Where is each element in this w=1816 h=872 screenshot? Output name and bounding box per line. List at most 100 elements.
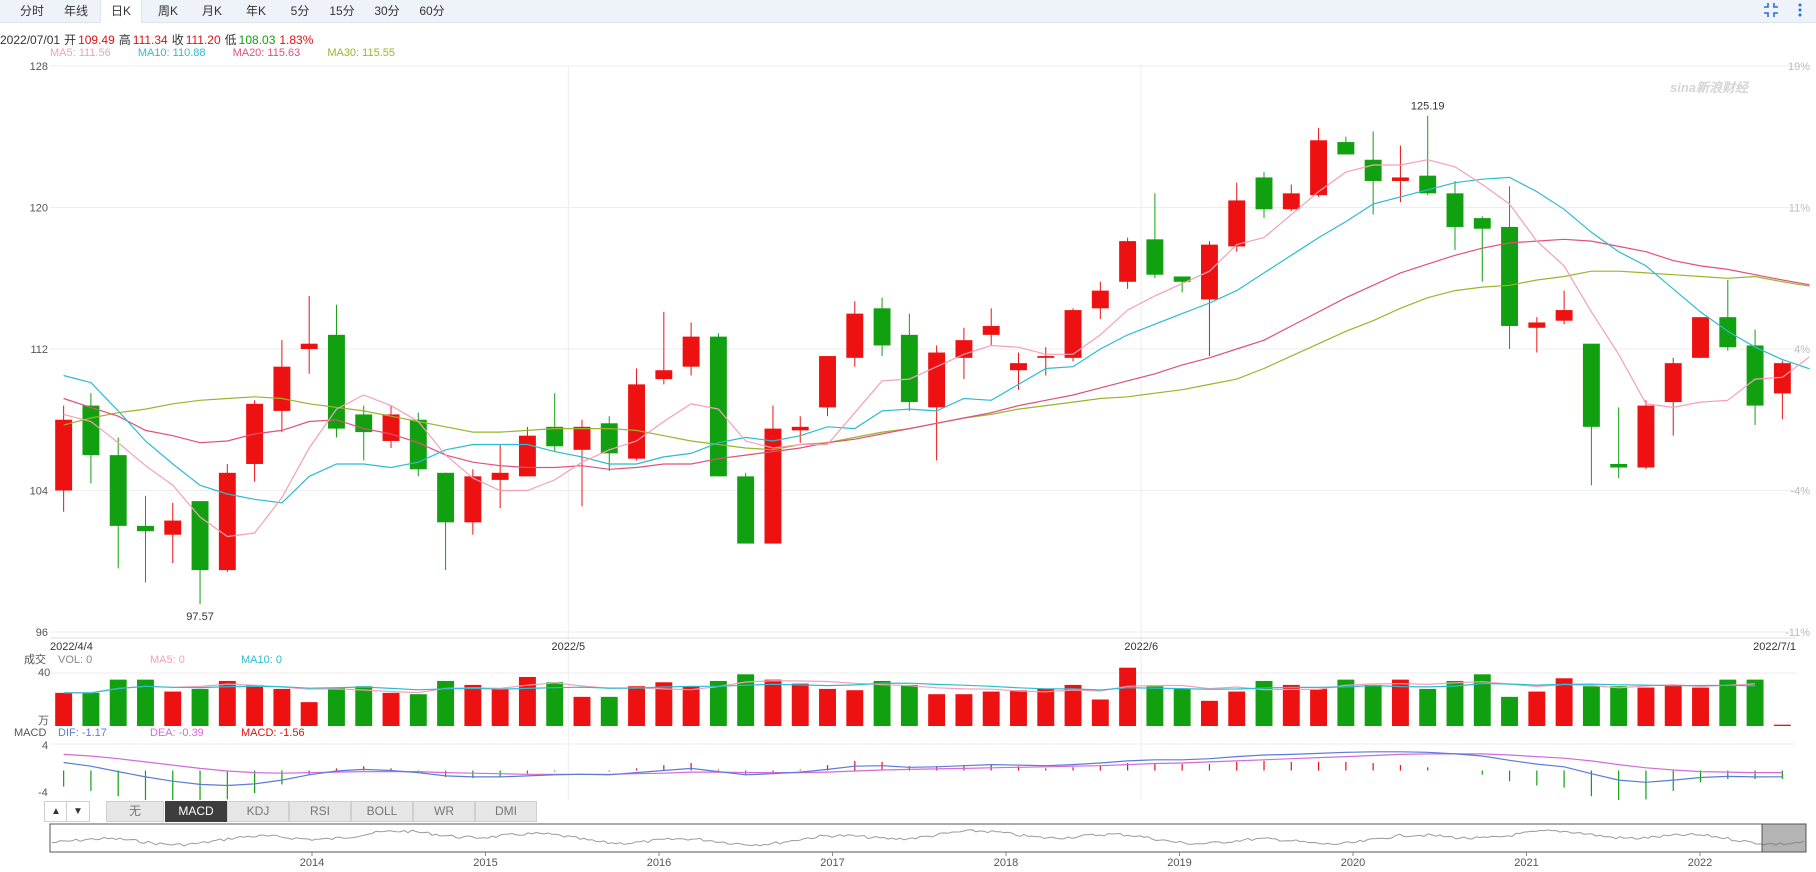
candle-body <box>1610 463 1628 468</box>
candle-body <box>1664 363 1682 403</box>
indicator-macd-button[interactable]: MACD <box>165 801 227 822</box>
vol-legend: VOL: 0 <box>58 654 92 666</box>
y-tick-label: 128 <box>30 61 48 73</box>
macd-legend: MACD: -1.56 <box>241 727 305 739</box>
volume-bar <box>327 687 345 726</box>
volume-bar <box>1337 679 1355 726</box>
volume-bar <box>218 680 236 726</box>
volume-bar <box>1719 679 1737 726</box>
candle-body <box>1473 218 1491 229</box>
volume-bar <box>1637 687 1655 726</box>
tab-5min[interactable]: 5分 <box>290 4 310 18</box>
candle-body <box>1391 177 1409 181</box>
volume-bar <box>764 679 782 726</box>
candle-body <box>819 356 836 408</box>
kline-chart[interactable]: sina新浪财经 128 19% 120 11% 112 4% 104 -4% 96 -11% 2… <box>0 0 1816 800</box>
volume-bar <box>1419 688 1437 726</box>
indicator-wr-button[interactable]: WR <box>413 801 475 822</box>
dea-line <box>63 753 1783 775</box>
tab-yearly-k[interactable]: 年K <box>245 4 266 18</box>
tab-fenshi[interactable]: 分时 <box>19 4 44 18</box>
close-label: 收 <box>171 33 184 47</box>
ma-legend: MA5: 111.56 MA10: 110.88 MA20: 115.63 MA… <box>50 47 399 59</box>
low-value: 108.03 <box>238 33 276 47</box>
candle-body <box>109 455 127 526</box>
tab-60min[interactable]: 60分 <box>419 4 445 18</box>
candle-body <box>1364 159 1382 181</box>
open-value: 109.49 <box>78 33 115 47</box>
candle-body <box>737 476 755 544</box>
navigator-year-label: 2018 <box>994 857 1018 869</box>
navigator-year-label: 2020 <box>1341 857 1365 869</box>
pct-tick-label: 11% <box>1789 203 1810 215</box>
volume-bar <box>82 692 100 726</box>
pct-tick-label: -11% <box>1785 627 1810 639</box>
candle-body <box>1282 193 1300 210</box>
volume-bar <box>191 688 209 726</box>
tab-30min[interactable]: 30分 <box>374 4 400 18</box>
volume-bar <box>928 694 946 726</box>
range-navigator[interactable]: 2014 2015 2016 2017 2018 2019 2020 2021 2022 <box>0 822 1816 872</box>
indicator-rsi-button[interactable]: RSI <box>289 801 351 822</box>
indicator-boll-button[interactable]: BOLL <box>351 801 413 822</box>
tab-daily-k[interactable]: 日K <box>100 0 142 23</box>
candle-body <box>1773 363 1791 394</box>
volume-bar <box>846 690 864 726</box>
navigator-year-label: 2016 <box>647 857 671 869</box>
volume-bar <box>1364 684 1382 726</box>
candle-body <box>628 384 646 459</box>
more-icon[interactable] <box>1797 2 1803 21</box>
volume-title: 成交 <box>24 652 46 666</box>
candle-body <box>982 326 1000 335</box>
indicator-kdj-button[interactable]: KDJ <box>227 801 289 822</box>
candle-body <box>464 476 482 523</box>
tab-monthly-k[interactable]: 月K <box>201 4 222 18</box>
candle-body <box>218 472 236 571</box>
candle-body <box>1064 310 1082 358</box>
candle-body <box>1746 345 1764 406</box>
y-tick-label: 104 <box>30 486 48 498</box>
indicator-none-button[interactable]: 无 <box>106 801 164 822</box>
min-annotation: 97.57 <box>186 611 214 623</box>
candle-body <box>1637 405 1655 468</box>
tab-15min[interactable]: 15分 <box>329 4 355 18</box>
macd-y-bottom: -4 <box>38 787 48 799</box>
volume-bar <box>382 692 400 726</box>
volume-bar <box>628 686 646 726</box>
candle-body <box>900 334 918 403</box>
candle-body <box>1719 317 1737 348</box>
vol-ma5-legend: MA5: 0 <box>150 654 185 666</box>
vol-unit: 万 <box>38 715 49 727</box>
ma20-legend: MA20: 115.63 <box>232 47 301 59</box>
volume-bar <box>791 683 809 726</box>
volume-bar <box>1146 686 1164 726</box>
fullscreen-icon[interactable] <box>1762 2 1780 21</box>
candle-body <box>873 308 891 346</box>
volume-bar <box>1528 691 1546 726</box>
volume-bar <box>982 691 1000 726</box>
navigator-handle[interactable] <box>1761 823 1807 853</box>
volume-bar <box>1555 678 1573 726</box>
volume-bar <box>55 692 73 726</box>
volume-bar <box>273 688 291 726</box>
volume-ma10-line <box>63 682 1756 694</box>
candle-body <box>1146 239 1164 275</box>
ma5-line <box>63 159 1810 538</box>
indicator-dmi-button[interactable]: DMI <box>475 801 537 822</box>
ma20-line <box>63 238 1810 470</box>
scroll-down-button[interactable]: ▼ <box>66 801 90 822</box>
candle-body <box>1419 175 1437 194</box>
candle-body <box>1091 290 1109 309</box>
scroll-up-button[interactable]: ▲ <box>44 801 68 822</box>
navigator-year-label: 2022 <box>1688 857 1712 869</box>
x-tick-label: 2022/4/4 <box>50 641 93 653</box>
volume-bar <box>655 682 673 726</box>
candle-body <box>1228 200 1246 247</box>
volume-bar <box>600 696 618 726</box>
volume-bar <box>1664 684 1682 726</box>
watermark: sina新浪财经 <box>1670 80 1750 95</box>
tab-nianxian[interactable]: 年线 <box>63 4 88 18</box>
x-tick-label: 2022/6 <box>1124 641 1158 653</box>
tab-weekly-k[interactable]: 周K <box>157 4 178 18</box>
volume-bar <box>409 694 427 726</box>
